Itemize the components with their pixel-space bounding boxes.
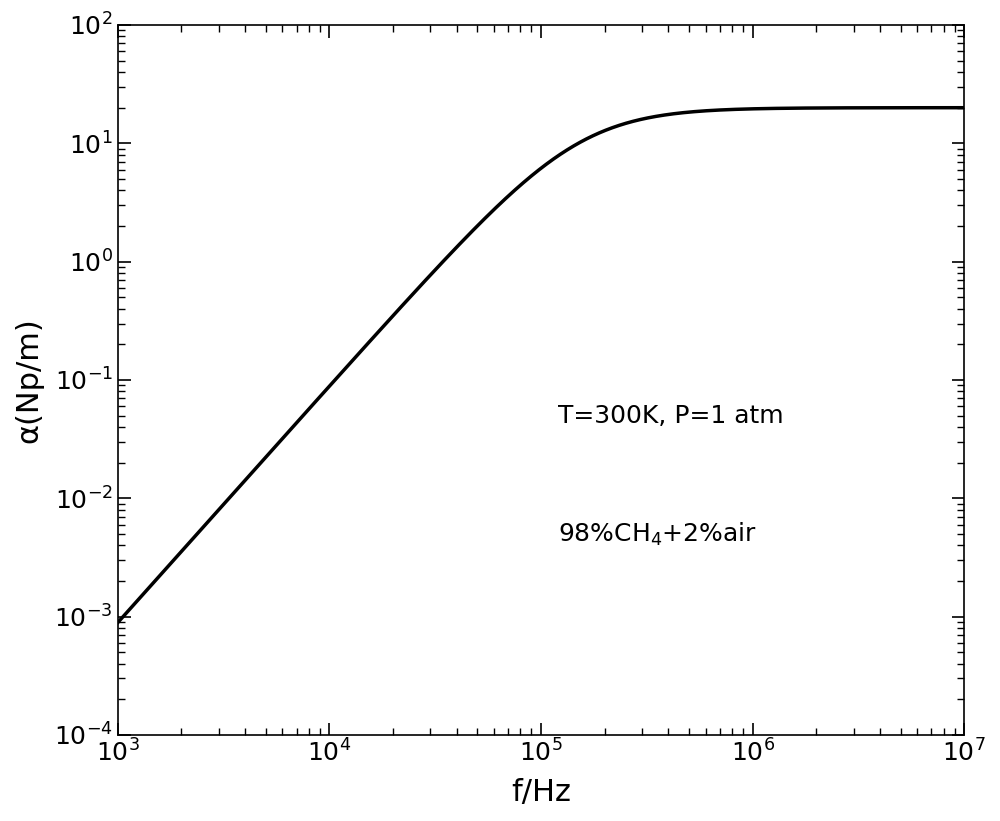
Y-axis label: α(Np/m): α(Np/m): [14, 317, 43, 443]
X-axis label: f/Hz: f/Hz: [511, 778, 571, 807]
Text: T=300K, P=1 atm: T=300K, P=1 atm: [558, 404, 783, 428]
Text: 98%CH$_4$+2%air: 98%CH$_4$+2%air: [558, 521, 757, 548]
